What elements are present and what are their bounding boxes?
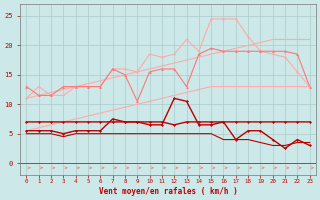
X-axis label: Vent moyen/en rafales ( km/h ): Vent moyen/en rafales ( km/h ) <box>99 187 237 196</box>
